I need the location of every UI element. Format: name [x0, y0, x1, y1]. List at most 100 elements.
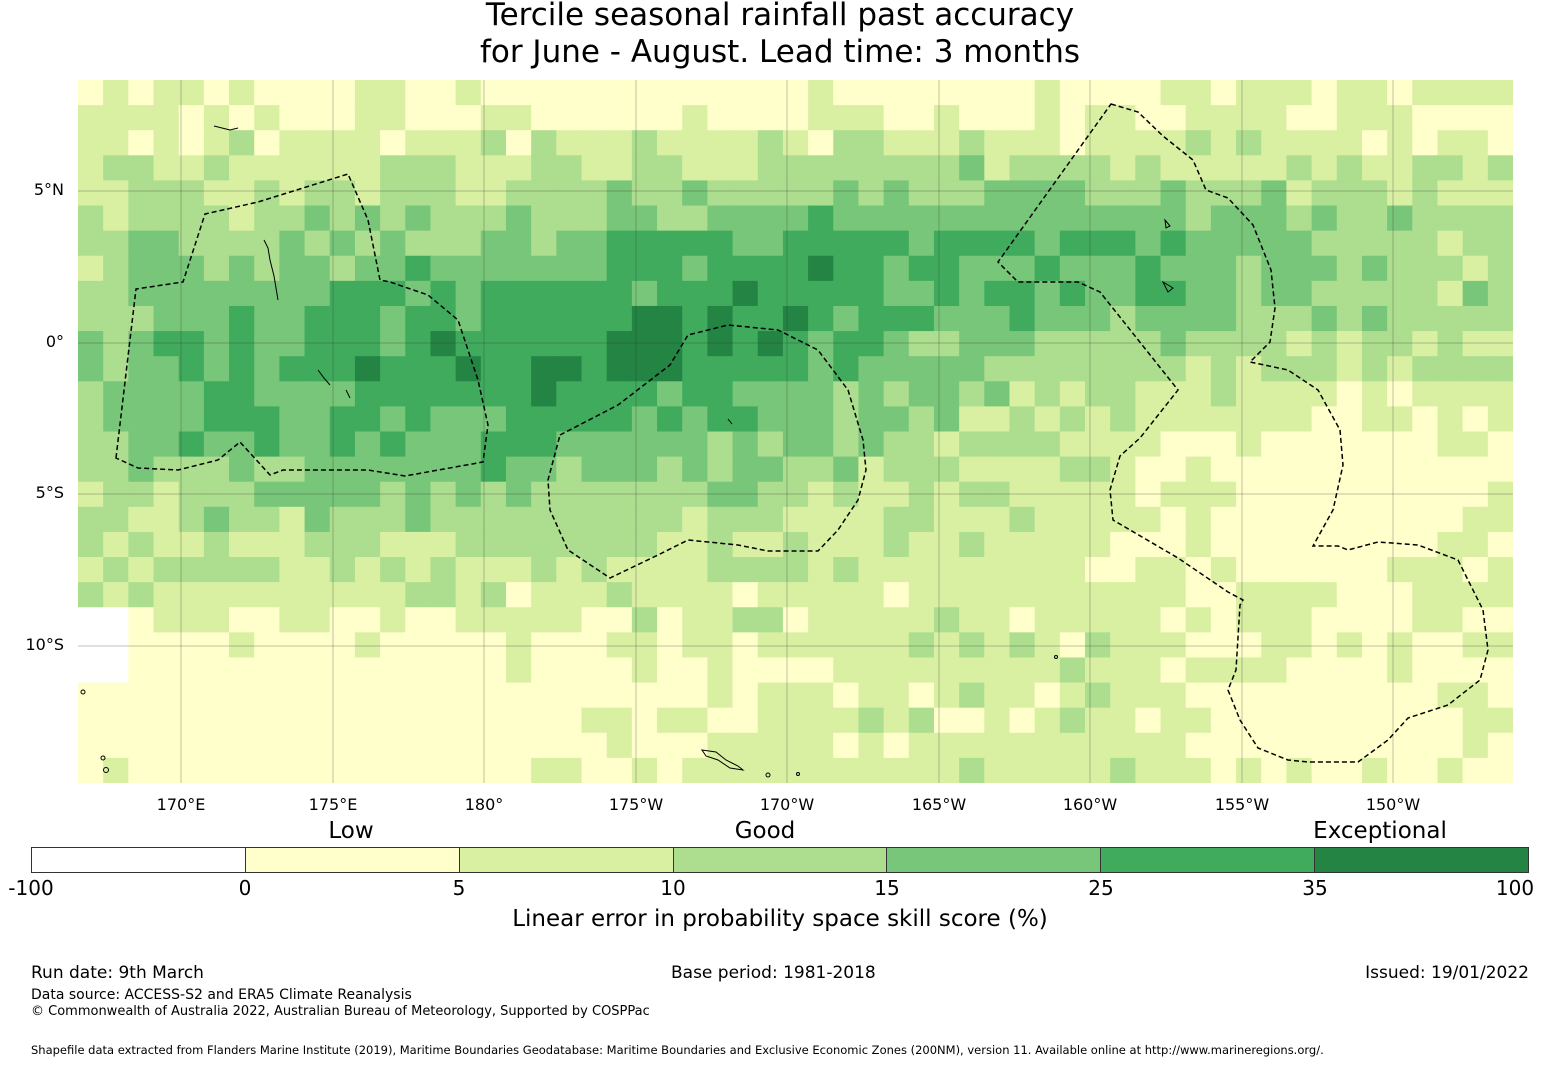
- map-title-line1: Tercile seasonal rainfall past accuracy: [485, 0, 1075, 33]
- grid-cell: [556, 180, 583, 207]
- grid-cell: [1286, 607, 1313, 633]
- grid-cell: [178, 456, 205, 483]
- grid-cell: [1034, 305, 1061, 332]
- grid-cell: [1034, 180, 1061, 207]
- grid-cell: [1135, 381, 1162, 407]
- grid-cell: [631, 280, 658, 307]
- grid-cell: [1311, 305, 1338, 332]
- grid-cell: [682, 682, 708, 709]
- grid-cell: [380, 657, 406, 684]
- grid-cell: [556, 130, 583, 156]
- grid-cell: [153, 406, 180, 433]
- grid-cell: [354, 657, 381, 684]
- grid-cell: [959, 105, 985, 131]
- grid-cell: [405, 707, 432, 734]
- grid-cell: [1261, 607, 1288, 633]
- grid-cell: [354, 406, 381, 433]
- grid-cell: [1236, 657, 1262, 684]
- grid-cell: [682, 757, 708, 783]
- grid-cell: [933, 205, 960, 232]
- grid-cell: [1336, 657, 1363, 684]
- grid-cell: [103, 682, 129, 709]
- grid-cell: [153, 732, 180, 759]
- grid-cell: [707, 657, 734, 684]
- grid-cell: [229, 406, 255, 433]
- grid-cell: [581, 707, 608, 734]
- grid-cell: [1236, 130, 1262, 156]
- grid-cell: [455, 707, 482, 734]
- grid-cell: [933, 531, 960, 558]
- grid-cell: [581, 230, 608, 257]
- grid-cell: [1437, 607, 1464, 633]
- grid-cell: [933, 180, 960, 207]
- grid-cell: [1034, 431, 1061, 458]
- grid-cell: [1085, 707, 1111, 734]
- grid-cell: [1009, 531, 1036, 558]
- grid-cell: [1311, 105, 1338, 131]
- grid-cell: [883, 180, 910, 207]
- colorbar-segment: [1315, 848, 1529, 872]
- grid-cell: [631, 431, 658, 458]
- grid-cell: [1361, 607, 1388, 633]
- grid-cell: [606, 406, 633, 433]
- grid-cell: [933, 255, 960, 282]
- grid-cell: [254, 632, 281, 659]
- grid-cell: [581, 280, 608, 307]
- grid-cell: [405, 406, 432, 433]
- grid-cell: [329, 531, 356, 558]
- grid-cell: [1487, 707, 1513, 734]
- grid-cell: [1185, 506, 1212, 533]
- grid-cell: [581, 506, 608, 533]
- grid-cell: [1059, 707, 1086, 734]
- grid-cell: [1009, 632, 1036, 659]
- grid-cell: [178, 531, 205, 558]
- grid-cell: [1034, 481, 1061, 508]
- grid-cell: [505, 757, 532, 783]
- grid-cell: [657, 406, 683, 433]
- grid-cell: [984, 481, 1011, 508]
- grid-cell: [732, 582, 759, 608]
- grid-cell: [707, 356, 734, 382]
- grid-cell: [1286, 506, 1313, 533]
- grid-cell: [732, 255, 759, 282]
- grid-cell: [128, 632, 155, 659]
- grid-cell: [757, 531, 784, 558]
- grid-cell: [1336, 356, 1363, 382]
- grid-cell: [78, 682, 104, 709]
- grid-cell: [908, 732, 935, 759]
- grid-cell: [1210, 431, 1237, 458]
- grid-cell: [1085, 130, 1111, 156]
- grid-cell: [531, 105, 557, 131]
- grid-cell: [556, 632, 583, 659]
- grid-cell: [405, 657, 432, 684]
- grid-cell: [1361, 356, 1388, 382]
- grid-cell: [858, 431, 885, 458]
- grid-cell: [279, 582, 306, 608]
- grid-cell: [984, 531, 1011, 558]
- grid-cell: [1487, 431, 1513, 458]
- grid-cell: [1185, 582, 1212, 608]
- grid-cell: [1059, 557, 1086, 583]
- grid-cell: [229, 632, 255, 659]
- graticule: [78, 80, 1513, 783]
- grid-cell: [78, 431, 104, 458]
- grid-cell: [505, 180, 532, 207]
- grid-cell: [833, 682, 860, 709]
- grid-cell: [757, 331, 784, 357]
- grid-cell: [178, 582, 205, 608]
- grid-cell: [1311, 632, 1338, 659]
- grid-cell: [757, 230, 784, 257]
- grid-cell: [1286, 255, 1313, 282]
- grid-cell: [1387, 456, 1413, 483]
- grid-cell: [984, 230, 1011, 257]
- grid-cell: [78, 155, 104, 182]
- grid-cell: [707, 305, 734, 332]
- grid-cell: [1034, 130, 1061, 156]
- grid-cell: [1034, 582, 1061, 608]
- grid-cell: [908, 607, 935, 633]
- grid-cell: [455, 431, 482, 458]
- grid-cell: [1462, 180, 1489, 207]
- grid-cell: [103, 280, 129, 307]
- grid-cell: [1034, 607, 1061, 633]
- grid-cell: [203, 230, 230, 257]
